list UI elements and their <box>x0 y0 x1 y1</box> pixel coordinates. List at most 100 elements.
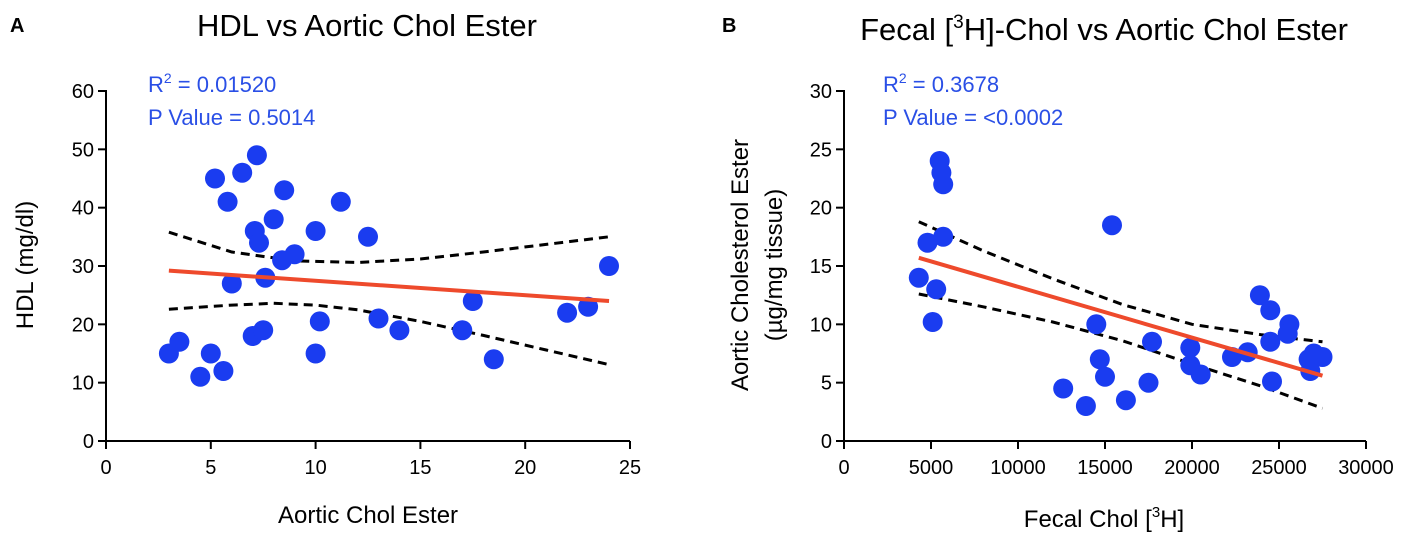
title-superscript: 3 <box>953 12 964 33</box>
data-point <box>917 232 938 253</box>
y-tick-label: 0 <box>83 431 94 453</box>
data-point <box>330 191 351 212</box>
data-point <box>217 191 238 212</box>
panel-a-confidence-bands <box>168 230 610 367</box>
data-point <box>908 267 929 288</box>
xlabel-prefix: Fecal Chol [ <box>1024 506 1152 533</box>
data-point <box>205 168 225 189</box>
panel-b-title: Fecal [3H]-Chol vs Aortic Chol Ester <box>860 12 1348 47</box>
data-point <box>284 244 305 265</box>
ci-lower-line <box>918 292 1324 410</box>
data-point <box>200 343 221 364</box>
y-tick-label: 30 <box>810 81 832 103</box>
data-point <box>232 162 253 183</box>
panel-a-fit <box>168 268 610 303</box>
data-point <box>358 226 378 247</box>
data-point <box>368 308 389 329</box>
data-point <box>1190 364 1211 385</box>
title-suffix: H]-Chol vs Aortic Chol Ester <box>964 12 1348 47</box>
r2-value: = 0.01520 <box>172 72 277 97</box>
x-tick-label: 5000 <box>909 457 954 479</box>
y-tick-label: 15 <box>810 256 832 278</box>
y-tick-label: 0 <box>821 431 832 453</box>
data-point <box>1138 372 1159 393</box>
data-point <box>462 291 483 311</box>
data-point <box>557 302 578 323</box>
y-tick-label: 25 <box>810 139 832 161</box>
data-point <box>221 273 242 294</box>
data-point <box>1086 314 1107 335</box>
data-point <box>452 320 473 341</box>
ci-lower-line <box>168 301 610 367</box>
panel-a-x-ticks: 0 5 10 15 20 25 <box>100 441 641 479</box>
data-point <box>274 180 295 201</box>
r2-prefix: R <box>883 72 899 97</box>
y-tick-label: 20 <box>72 314 94 336</box>
y-tick-label: 50 <box>72 139 94 161</box>
data-point <box>1262 371 1282 392</box>
data-point <box>599 256 619 276</box>
panel-b-points <box>908 151 1333 416</box>
x-tick-label: 0 <box>838 457 849 479</box>
r2-value: = 0.3678 <box>907 72 999 97</box>
panel-b-y-ticks: 0 5 10 15 20 25 30 <box>810 81 844 453</box>
panel-a-r2-stat: R2 = 0.01520 <box>148 70 276 97</box>
panel-b-fit <box>918 255 1324 378</box>
data-point <box>1075 396 1096 416</box>
data-point <box>389 320 410 341</box>
data-point <box>1053 378 1074 399</box>
x-tick-label: 10 <box>304 457 326 479</box>
data-point <box>305 221 326 241</box>
data-point <box>213 361 234 381</box>
panel-a-y-ticks: 0 10 20 30 40 50 60 <box>72 81 106 453</box>
data-point <box>190 366 211 387</box>
x-tick-label: 25000 <box>1251 457 1307 479</box>
y-tick-label: 60 <box>72 81 94 103</box>
x-tick-label: 10000 <box>990 457 1046 479</box>
panel-b-x-ticks: 0 5000 10000 15000 20000 25000 30000 <box>838 441 1394 479</box>
x-tick-label: 15 <box>409 457 431 479</box>
data-point <box>1142 331 1162 352</box>
panel-b-p-value: P Value = <0.0002 <box>883 105 1063 130</box>
panel-b: B Fecal [3H]-Chol vs Aortic Chol Ester R… <box>722 12 1394 533</box>
xlabel-superscript: 3 <box>1152 504 1160 521</box>
data-point <box>922 312 943 332</box>
data-point <box>249 232 269 253</box>
panel-b-r2-stat: R2 = 0.3678 <box>883 70 999 97</box>
x-tick-label: 0 <box>100 457 111 479</box>
data-point <box>1249 285 1270 306</box>
data-point <box>1260 331 1281 352</box>
panel-b-x-axis-label: Fecal Chol [3H] <box>1024 504 1184 533</box>
y-tick-label: 40 <box>72 198 94 220</box>
panel-a-label: A <box>10 15 24 37</box>
ci-upper-line <box>168 230 610 265</box>
title-prefix: Fecal [ <box>860 12 953 47</box>
data-point <box>169 331 190 352</box>
data-point <box>253 320 274 341</box>
panel-a-x-axis-label: Aortic Chol Ester <box>278 502 458 529</box>
data-point <box>1260 300 1281 321</box>
data-point <box>246 145 267 166</box>
x-tick-label: 20 <box>514 457 536 479</box>
x-tick-label: 30000 <box>1338 457 1394 479</box>
data-point <box>1312 347 1333 367</box>
panel-a-y-axis-label: HDL (mg/dl) <box>12 201 39 329</box>
panel-b-confidence-bands <box>918 220 1324 410</box>
data-point <box>933 226 954 247</box>
x-tick-label: 15000 <box>1077 457 1133 479</box>
data-point <box>309 311 330 332</box>
data-point <box>1277 323 1298 344</box>
data-point <box>305 343 326 364</box>
x-tick-label: 5 <box>205 457 216 479</box>
r2-superscript: 2 <box>164 70 172 86</box>
panel-b-y-axis-label-line2: (µg/mg tissue) <box>761 189 788 342</box>
panel-a-p-value: P Value = 0.5014 <box>148 105 315 130</box>
data-point <box>1095 366 1115 387</box>
y-tick-label: 5 <box>821 373 832 395</box>
xlabel-suffix: H] <box>1160 506 1184 533</box>
y-tick-label: 20 <box>810 198 832 220</box>
panel-a-title: HDL vs Aortic Chol Ester <box>197 8 537 43</box>
r2-superscript: 2 <box>899 70 907 86</box>
data-point <box>483 349 504 370</box>
data-point <box>926 279 947 300</box>
